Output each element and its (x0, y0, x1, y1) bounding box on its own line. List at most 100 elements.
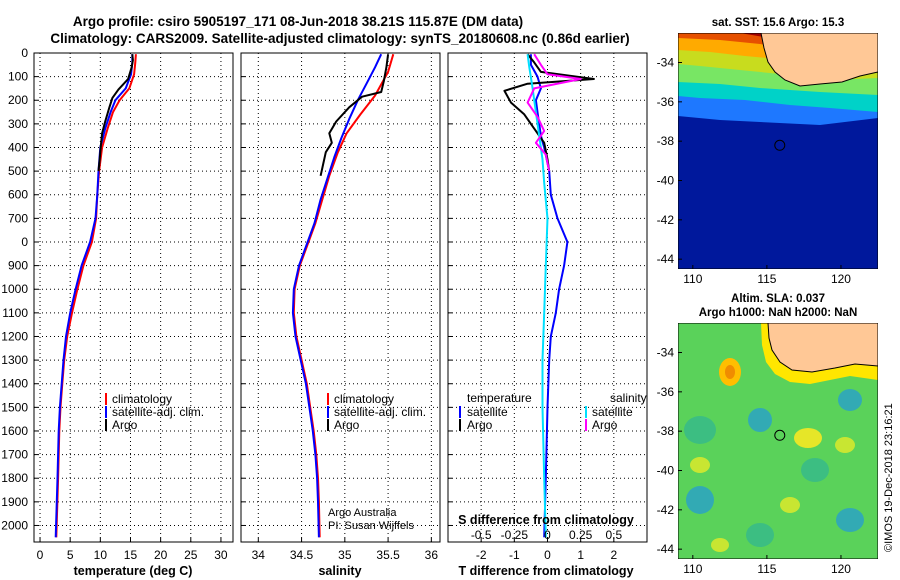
depth-tick-label: 1500 (1, 400, 28, 414)
legend-label-climatology: climatology (112, 392, 172, 406)
x-tick-label: 20 (154, 548, 168, 562)
x-tick-label: 5 (67, 548, 74, 562)
temperature-legend: climatology satellite-adj. clim. Argo (105, 392, 204, 432)
depth-tick-label: 1900 (1, 495, 28, 509)
map-y-tick-label: -36 (657, 95, 675, 109)
legend-label-t-satellite: satellite (467, 405, 508, 419)
map-x-tick-label: 115 (757, 272, 776, 286)
series-line-temperature-satellite (529, 54, 569, 538)
s-difference-tick-label: 0.25 (569, 528, 593, 542)
series-line-temperature-Argo (503, 53, 595, 172)
legend-label-climatology: climatology (334, 392, 394, 406)
legend-label-argo: Argo (334, 418, 360, 432)
depth-tick-label: 1400 (1, 377, 28, 391)
depth-tick-label: 500 (8, 164, 28, 178)
map-x-tick-label: 120 (831, 562, 851, 576)
x-tick-label: 0 (544, 548, 551, 562)
series-line-Argo (319, 54, 390, 177)
sst-map-title: sat. SST: 15.6 Argo: 15.3 (712, 17, 845, 29)
legend-title-salinity: salinity (610, 391, 647, 405)
salinity-legend: climatology satellite-adj. clim. Argo (327, 392, 426, 432)
x-tick-label: -1 (509, 548, 520, 562)
depth-tick-label: 900 (8, 259, 28, 273)
depth-tick-label: 300 (8, 117, 28, 131)
depth-tick-label: 1100 (2, 306, 28, 320)
s-difference-tick-label: -0.5 (471, 528, 492, 542)
profile-lines (54, 53, 595, 538)
sla-map-title-2: Argo h1000: NaN h2000: NaN (699, 307, 858, 319)
x-tick-label: 0 (37, 548, 44, 562)
salinity-panel (240, 52, 441, 543)
map-y-tick-label: -34 (657, 56, 675, 70)
title-line-2: Climatology: CARS2009. Satellite-adjuste… (50, 31, 629, 46)
x-tick-label: -2 (476, 548, 487, 562)
sla-map-title-1: Altim. SLA: 0.037 (731, 293, 825, 305)
legend-label-satellite: satellite-adj. clim. (112, 405, 204, 419)
map-y-tick-label: -40 (657, 174, 675, 188)
depth-tick-label: 700 (8, 211, 28, 225)
x-tick-label: 1 (577, 548, 584, 562)
depth-tick-label: 400 (8, 140, 28, 154)
legend-label-argo: Argo (112, 418, 138, 432)
x-tick-labels: 0 5 10 15 20 25 30 34 34.5 35 35.5 36 -2 -1 0 1 2 (37, 548, 618, 562)
map-y-tick-label: -36 (657, 385, 675, 399)
map-x-tick-label: 110 (683, 272, 702, 286)
x-tick-label: 25 (184, 548, 198, 562)
argo-position-circle (774, 429, 786, 441)
depth-tick-label: 1800 (1, 471, 28, 485)
x-tick-label: 10 (94, 548, 108, 562)
x-tick-label: 35 (338, 548, 352, 562)
sla-map-ticks: 110 115 120 -34 -36 -38 -40 -42 -44 (657, 346, 852, 577)
temperature-panel (33, 52, 234, 543)
depth-tick-label: 600 (8, 188, 28, 202)
map-y-tick-label: -44 (657, 252, 675, 266)
depth-tick-label: 1200 (1, 329, 28, 343)
series-line-salinity-Argo (526, 53, 582, 172)
argo-position-circle (774, 139, 786, 151)
temperature-axis-label: temperature (deg C) (74, 564, 193, 578)
salinity-axis-label: salinity (318, 564, 361, 578)
map-y-tick-label: -38 (657, 424, 675, 438)
map-y-tick-label: -38 (657, 134, 675, 148)
depth-tick-labels: 0 100 200 300 400 500 600 700 0 900 1000 1100 1200 13… (1, 46, 28, 532)
sla-argo-marker (774, 429, 786, 441)
depth-tick-label: 0 (21, 46, 28, 60)
x-tick-label: 34 (252, 548, 266, 562)
map-x-tick-label: 115 (757, 562, 776, 576)
sst-heatmap (678, 33, 878, 269)
difference-legend: temperature satellite Argo salinity sate… (459, 391, 647, 432)
series-line-satellite-adj-clim (291, 53, 383, 538)
depth-tick-label: 1600 (1, 424, 28, 438)
s-difference-tick-labels: -0.5 -0.25 0 0.25 0.5 (471, 528, 623, 542)
x-tick-label: 35.5 (376, 548, 400, 562)
legend-label-s-satellite: satellite (592, 405, 633, 419)
map-x-tick-label: 120 (831, 272, 851, 286)
map-x-tick-label: 110 (683, 562, 702, 576)
map-y-tick-label: -34 (657, 346, 675, 360)
depth-tick-label: 2000 (1, 518, 28, 532)
x-tick-label: 30 (214, 548, 228, 562)
title-line-1: Argo profile: csiro 5905197_171 08-Jun-2… (73, 14, 523, 29)
gridlines (34, 52, 647, 542)
legend-label-s-argo: Argo (592, 418, 618, 432)
legend-title-temperature: temperature (467, 391, 532, 405)
series-line-satellite-adj-clim (54, 54, 134, 538)
x-tick-label: 36 (425, 548, 439, 562)
map-y-tick-label: -40 (657, 464, 675, 478)
depth-tick-label: 100 (8, 70, 28, 84)
map-y-tick-label: -44 (657, 542, 675, 556)
imos-stamp: ©IMOS 19-Dec-2018 23:16:21 (883, 403, 895, 552)
map-y-tick-label: -42 (657, 213, 675, 227)
s-difference-axis-label: S difference from climatology (458, 513, 634, 527)
sst-map-ticks: 110 115 120 -34 -36 -38 -40 -42 -44 (657, 56, 852, 287)
x-tick-label: 2 (610, 548, 617, 562)
difference-axis-label: T difference from climatology (458, 564, 633, 578)
depth-tick-label: 1000 (1, 282, 28, 296)
series-line-Argo (97, 54, 134, 172)
depth-tick-label: 1700 (1, 448, 28, 462)
map-y-tick-label: -42 (657, 503, 675, 517)
depth-tick-label: 0 (21, 235, 28, 249)
credit-line-2: PI: Susan Wijffels (328, 520, 414, 532)
depth-tick-label: 1300 (1, 353, 28, 367)
